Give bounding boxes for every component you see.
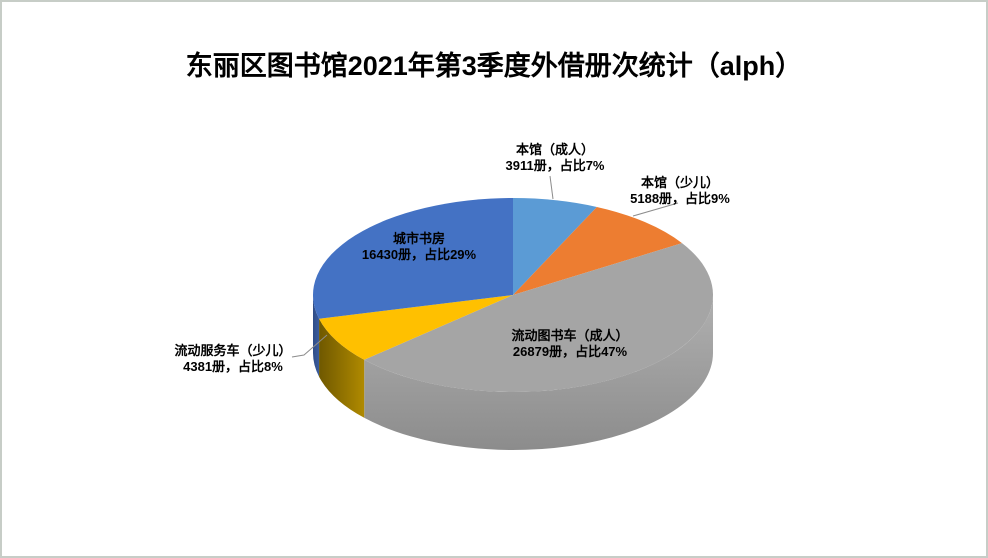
data-label-bookmobile-adult: 流动图书车（成人） 26879册，占比47% bbox=[511, 328, 628, 360]
data-label-city-study: 城市书房 16430册，占比29% bbox=[362, 231, 476, 263]
data-label-name: 流动图书车（成人） bbox=[511, 328, 629, 343]
data-label-value: 26879册，占比47% bbox=[512, 344, 628, 359]
data-label-value: 3911册，占比7% bbox=[505, 158, 605, 173]
pie-slice-3-side[interactable] bbox=[319, 318, 365, 418]
data-label-value: 16430册，占比29% bbox=[361, 247, 477, 262]
data-label-main-children: 本馆（少儿） 5188册，占比9% bbox=[630, 175, 730, 207]
data-label-name: 本馆（成人） bbox=[515, 142, 594, 157]
data-label-service-vehicle-children: 流动服务车（少儿） 4381册，占比8% bbox=[174, 343, 291, 375]
pie-slice-2-side[interactable] bbox=[364, 295, 713, 450]
pie-slice-4-side[interactable] bbox=[313, 295, 320, 377]
pie-slice-2[interactable] bbox=[364, 243, 713, 392]
pie-tops bbox=[312, 198, 713, 392]
data-label-value: 4381册，占比8% bbox=[183, 359, 283, 374]
leader-line-2 bbox=[291, 334, 328, 358]
pie-slice-3[interactable] bbox=[319, 295, 513, 360]
data-label-name: 城市书房 bbox=[392, 231, 446, 246]
data-label-name: 本馆（少儿） bbox=[640, 175, 719, 190]
data-label-main-adult: 本馆（成人） 3911册，占比7% bbox=[506, 142, 605, 174]
pie-sides bbox=[313, 295, 713, 450]
leader-line-1 bbox=[632, 202, 679, 217]
pie-slice-0[interactable] bbox=[513, 198, 597, 295]
pie-slice-1[interactable] bbox=[513, 206, 683, 295]
data-label-value: 5188册，占比9% bbox=[630, 191, 730, 206]
leader-lines bbox=[291, 175, 679, 358]
leader-line-0 bbox=[549, 175, 554, 200]
data-label-name: 流动服务车（少儿） bbox=[174, 343, 292, 358]
chart-title: 东丽区图书馆2021年第3季度外借册次统计（alph） bbox=[185, 51, 803, 81]
pie-slice-4[interactable] bbox=[312, 198, 513, 319]
